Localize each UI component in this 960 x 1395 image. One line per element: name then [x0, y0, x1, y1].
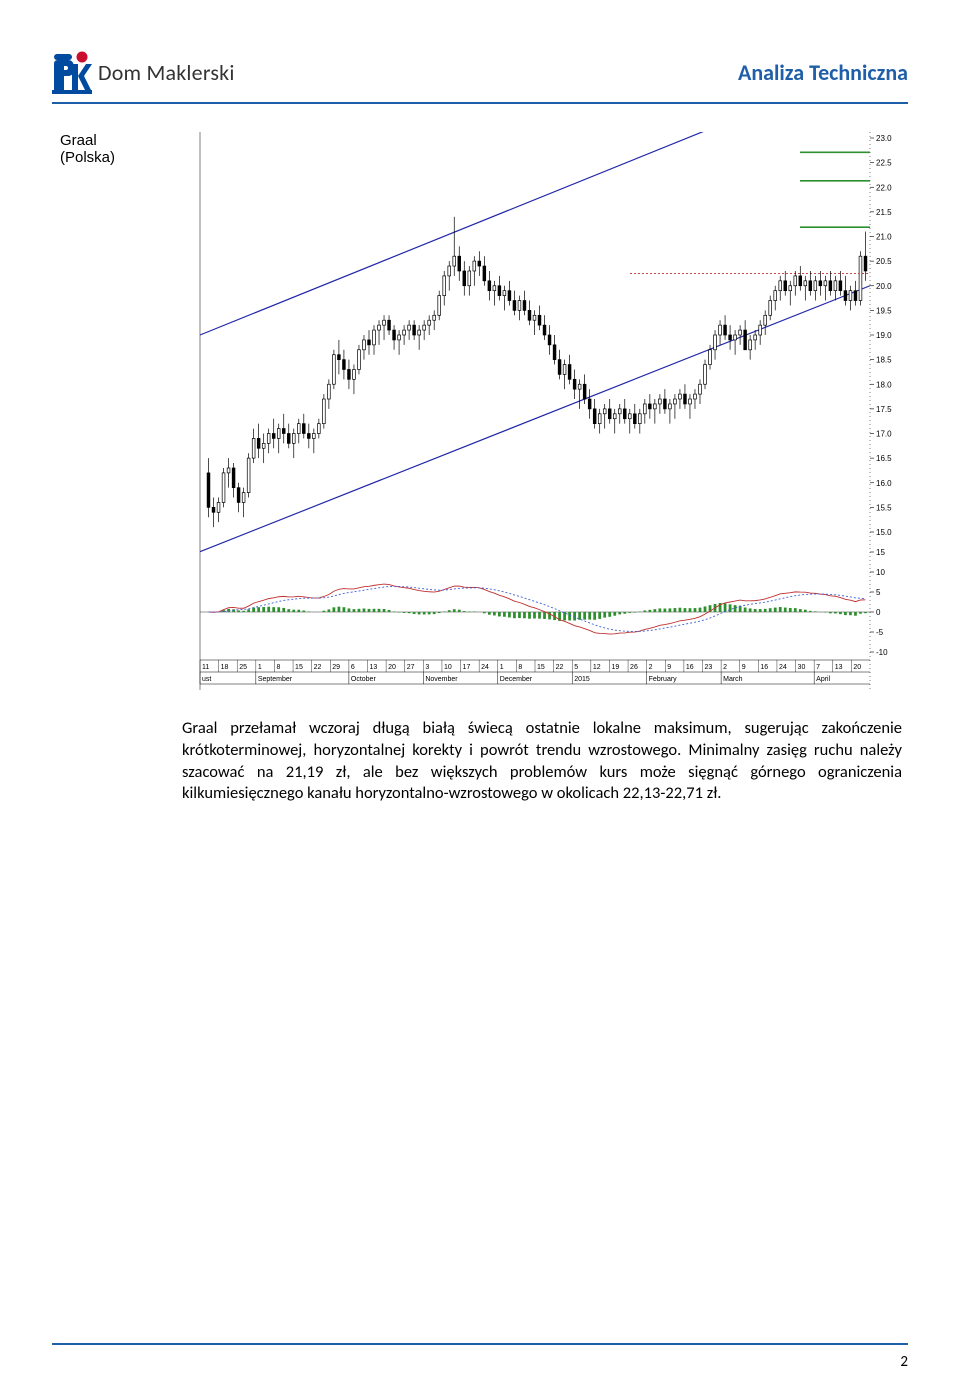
- svg-text:30: 30: [798, 664, 806, 671]
- svg-text:16.0: 16.0: [876, 479, 892, 488]
- svg-text:-10: -10: [876, 648, 888, 657]
- svg-text:5: 5: [574, 664, 578, 671]
- svg-text:1: 1: [500, 664, 504, 671]
- svg-text:16: 16: [686, 664, 694, 671]
- svg-text:10: 10: [876, 568, 885, 577]
- svg-text:13: 13: [370, 664, 378, 671]
- svg-text:February: February: [649, 676, 678, 683]
- svg-text:24: 24: [779, 664, 787, 671]
- svg-text:8: 8: [518, 664, 522, 671]
- page-header: Dom Maklerski Analiza Techniczna: [52, 46, 908, 98]
- svg-text:2015: 2015: [574, 676, 590, 683]
- pko-logo-icon: [52, 50, 92, 94]
- svg-text:March: March: [723, 676, 743, 683]
- svg-text:December: December: [500, 676, 533, 683]
- svg-text:0: 0: [876, 608, 881, 617]
- analysis-paragraph: Graal przełamał wczoraj długą białą świe…: [52, 718, 908, 805]
- svg-text:15: 15: [295, 664, 303, 671]
- svg-text:9: 9: [742, 664, 746, 671]
- footer-rule: [52, 1343, 908, 1345]
- svg-text:November: November: [425, 676, 458, 683]
- svg-text:17.5: 17.5: [876, 405, 892, 414]
- svg-text:October: October: [351, 676, 377, 683]
- svg-text:7: 7: [816, 664, 820, 671]
- svg-text:20.0: 20.0: [876, 282, 892, 291]
- svg-text:21.0: 21.0: [876, 233, 892, 242]
- svg-text:19: 19: [611, 664, 619, 671]
- svg-text:11: 11: [202, 664, 209, 671]
- svg-text:23.0: 23.0: [876, 134, 892, 143]
- svg-text:25: 25: [239, 664, 247, 671]
- svg-text:16.5: 16.5: [876, 454, 892, 463]
- svg-text:18: 18: [221, 664, 229, 671]
- svg-text:16: 16: [760, 664, 768, 671]
- svg-text:29: 29: [332, 664, 340, 671]
- svg-text:15: 15: [537, 664, 545, 671]
- svg-text:15.5: 15.5: [876, 503, 892, 512]
- svg-text:17.0: 17.0: [876, 430, 892, 439]
- page-number: 2: [900, 1353, 908, 1371]
- svg-text:8: 8: [276, 664, 280, 671]
- svg-text:1: 1: [258, 664, 262, 671]
- svg-text:20.5: 20.5: [876, 257, 892, 266]
- svg-text:10: 10: [444, 664, 452, 671]
- svg-text:2: 2: [723, 664, 727, 671]
- svg-text:12: 12: [593, 664, 601, 671]
- svg-text:13: 13: [835, 664, 843, 671]
- svg-text:22: 22: [556, 664, 564, 671]
- svg-text:22.0: 22.0: [876, 183, 892, 192]
- svg-text:18.0: 18.0: [876, 380, 892, 389]
- svg-text:2: 2: [649, 664, 653, 671]
- svg-text:6: 6: [351, 664, 355, 671]
- brand-logo: Dom Maklerski: [52, 50, 235, 94]
- svg-text:15.0: 15.0: [876, 528, 892, 537]
- chart-container: 23.0 22.5 22.0 21.5 21.0 20.5 20.0 19.5 19.0 18.5…: [190, 132, 910, 702]
- svg-text:20: 20: [853, 664, 861, 671]
- brand-text: Dom Maklerski: [98, 59, 235, 86]
- svg-text:ust: ust: [202, 676, 211, 683]
- svg-text:September: September: [258, 676, 293, 683]
- svg-text:24: 24: [481, 664, 489, 671]
- svg-text:3: 3: [425, 664, 429, 671]
- svg-text:19.0: 19.0: [876, 331, 892, 340]
- svg-text:22.5: 22.5: [876, 159, 892, 168]
- svg-text:20: 20: [388, 664, 396, 671]
- svg-text:17: 17: [463, 664, 471, 671]
- svg-text:-5: -5: [876, 628, 884, 637]
- svg-text:April: April: [816, 676, 830, 683]
- header-rule: [52, 102, 908, 104]
- svg-text:9: 9: [667, 664, 671, 671]
- svg-text:22: 22: [314, 664, 322, 671]
- svg-text:18.5: 18.5: [876, 356, 892, 365]
- svg-text:27: 27: [407, 664, 415, 671]
- svg-text:26: 26: [630, 664, 638, 671]
- doc-title: Analiza Techniczna: [738, 59, 908, 86]
- svg-text:21.5: 21.5: [876, 208, 892, 217]
- svg-text:15: 15: [876, 548, 885, 557]
- svg-text:5: 5: [876, 588, 881, 597]
- svg-text:23: 23: [705, 664, 713, 671]
- price-chart: 23.0 22.5 22.0 21.5 21.0 20.5 20.0 19.5 19.0 18.5…: [190, 132, 910, 702]
- svg-text:19.5: 19.5: [876, 306, 892, 315]
